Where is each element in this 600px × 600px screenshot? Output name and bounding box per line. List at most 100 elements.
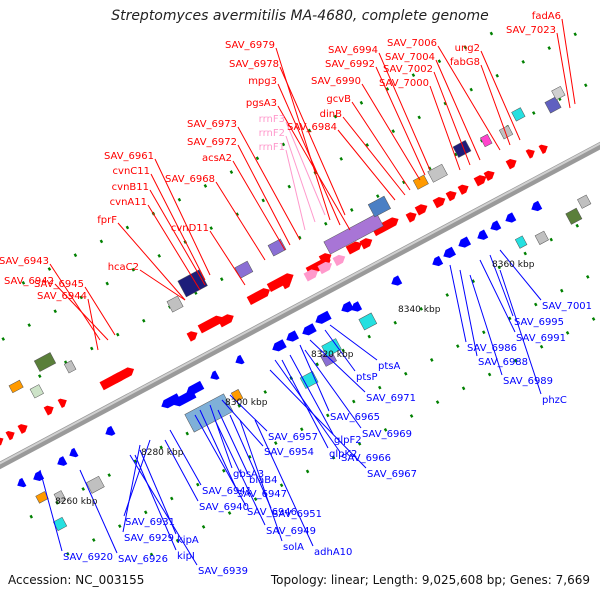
leader-line [199, 409, 237, 489]
forward-gene-label: cvnD11 [171, 223, 209, 234]
forward-gene-label: SAV_6943 [0, 256, 49, 267]
rrna-arrow [317, 261, 333, 275]
leader-line [309, 339, 366, 393]
track-tick [521, 60, 525, 64]
reverse-gene-arrow [161, 393, 182, 409]
feature-box [534, 230, 549, 245]
feature-layer [0, 85, 592, 532]
track-tick [453, 152, 458, 157]
track-tick [357, 441, 362, 446]
forward-gene-arrow [359, 238, 373, 250]
track-tick [565, 331, 570, 335]
track-tick [435, 400, 440, 405]
forward-gene-label: SAV_7006 [387, 38, 437, 49]
track-tick [326, 413, 330, 418]
reverse-gene-label: glpK2 [329, 449, 357, 460]
track-tick [534, 302, 538, 307]
forward-gene-arrow [186, 331, 198, 342]
feature-box [480, 133, 493, 148]
reverse-gene-arrow [235, 354, 245, 365]
reverse-gene-label: blaB4 [249, 475, 277, 486]
track-tick [149, 552, 154, 557]
feature-box [230, 389, 244, 403]
feature-box [452, 140, 472, 158]
track-tick [209, 226, 213, 231]
reverse-gene-label: ptsA [378, 361, 400, 372]
rrna-label: rrnF2 [259, 128, 285, 139]
track-tick [489, 31, 494, 36]
forward-gene-label: SAV_6972 [187, 137, 237, 148]
leader-line [149, 189, 206, 286]
track-tick [263, 390, 268, 394]
leader-line [209, 404, 233, 469]
forward-gene-arrow [197, 315, 223, 334]
track-tick [235, 212, 239, 217]
forward-gene-arrow [414, 204, 428, 216]
leader-line [459, 269, 478, 357]
track-tick [456, 344, 460, 348]
scale-label: 8360 kbp [492, 260, 535, 270]
leader-line [254, 419, 314, 547]
forward-gene-arrow [246, 288, 271, 306]
track-tick [185, 431, 190, 436]
leader-line [499, 269, 542, 395]
leader-layer [39, 18, 576, 566]
track-tick [383, 427, 388, 432]
track-tick [305, 469, 310, 474]
track-tick [331, 455, 336, 460]
feature-box [551, 85, 566, 101]
track-tick [203, 184, 208, 188]
forward-gene-label: fabG8 [450, 57, 480, 68]
leader-line [279, 66, 346, 216]
feature-box [511, 107, 526, 122]
track-tick [125, 225, 130, 230]
reverse-gene-label: SAV_6967 [367, 469, 417, 480]
reverse-gene-label: phzC [542, 395, 567, 406]
leader-line [299, 344, 330, 412]
leader-line [435, 59, 481, 161]
leader-line [221, 399, 264, 447]
track-tick [201, 524, 206, 529]
reverse-gene-arrow [458, 236, 472, 248]
track-tick [79, 295, 83, 300]
forward-gene-arrow [318, 253, 332, 265]
track-tick [333, 114, 338, 119]
track-tick [157, 253, 161, 258]
feature-box [367, 195, 391, 218]
feature-box [177, 269, 208, 298]
leader-line [274, 359, 341, 453]
forward-gene-label: SAV_6990 [311, 76, 361, 87]
reverse-gene-label: SAV_6969 [362, 429, 412, 440]
leader-line [229, 414, 272, 509]
forward-gene-arrow [112, 367, 135, 384]
track-tick [497, 265, 502, 270]
leader-line [237, 126, 301, 241]
reverse-gene-arrow [432, 255, 444, 267]
forward-gene-label: cvnB11 [112, 182, 149, 193]
feature-box [8, 379, 24, 394]
track-tick [89, 346, 94, 351]
leader-line [49, 263, 101, 341]
leader-line [84, 286, 116, 336]
reverse-gene-label: SAV_6940 [199, 502, 249, 513]
leader-line [209, 230, 246, 286]
feature-box [358, 312, 378, 331]
leader-line [129, 454, 198, 566]
track-tick [547, 46, 551, 50]
feature-box [33, 352, 57, 372]
track-tick [133, 459, 138, 464]
track-tick [141, 318, 146, 323]
track-tick [409, 414, 414, 418]
forward-gene-label: SAV_6978 [229, 59, 279, 70]
forward-gene-label: SAV_7004 [385, 52, 435, 63]
reverse-gene-label: SAV_6949 [266, 526, 316, 537]
leader-line [342, 116, 406, 196]
forward-gene-arrow [445, 190, 457, 202]
track-tick [365, 143, 369, 147]
reverse-gene-label: solA [283, 542, 304, 553]
scale-label: 8300 kbp [225, 398, 268, 408]
leader-line [289, 354, 334, 435]
forward-gene-label: SAV_6944 [37, 291, 87, 302]
leader-line [87, 298, 99, 351]
reverse-gene-arrow [341, 301, 355, 313]
